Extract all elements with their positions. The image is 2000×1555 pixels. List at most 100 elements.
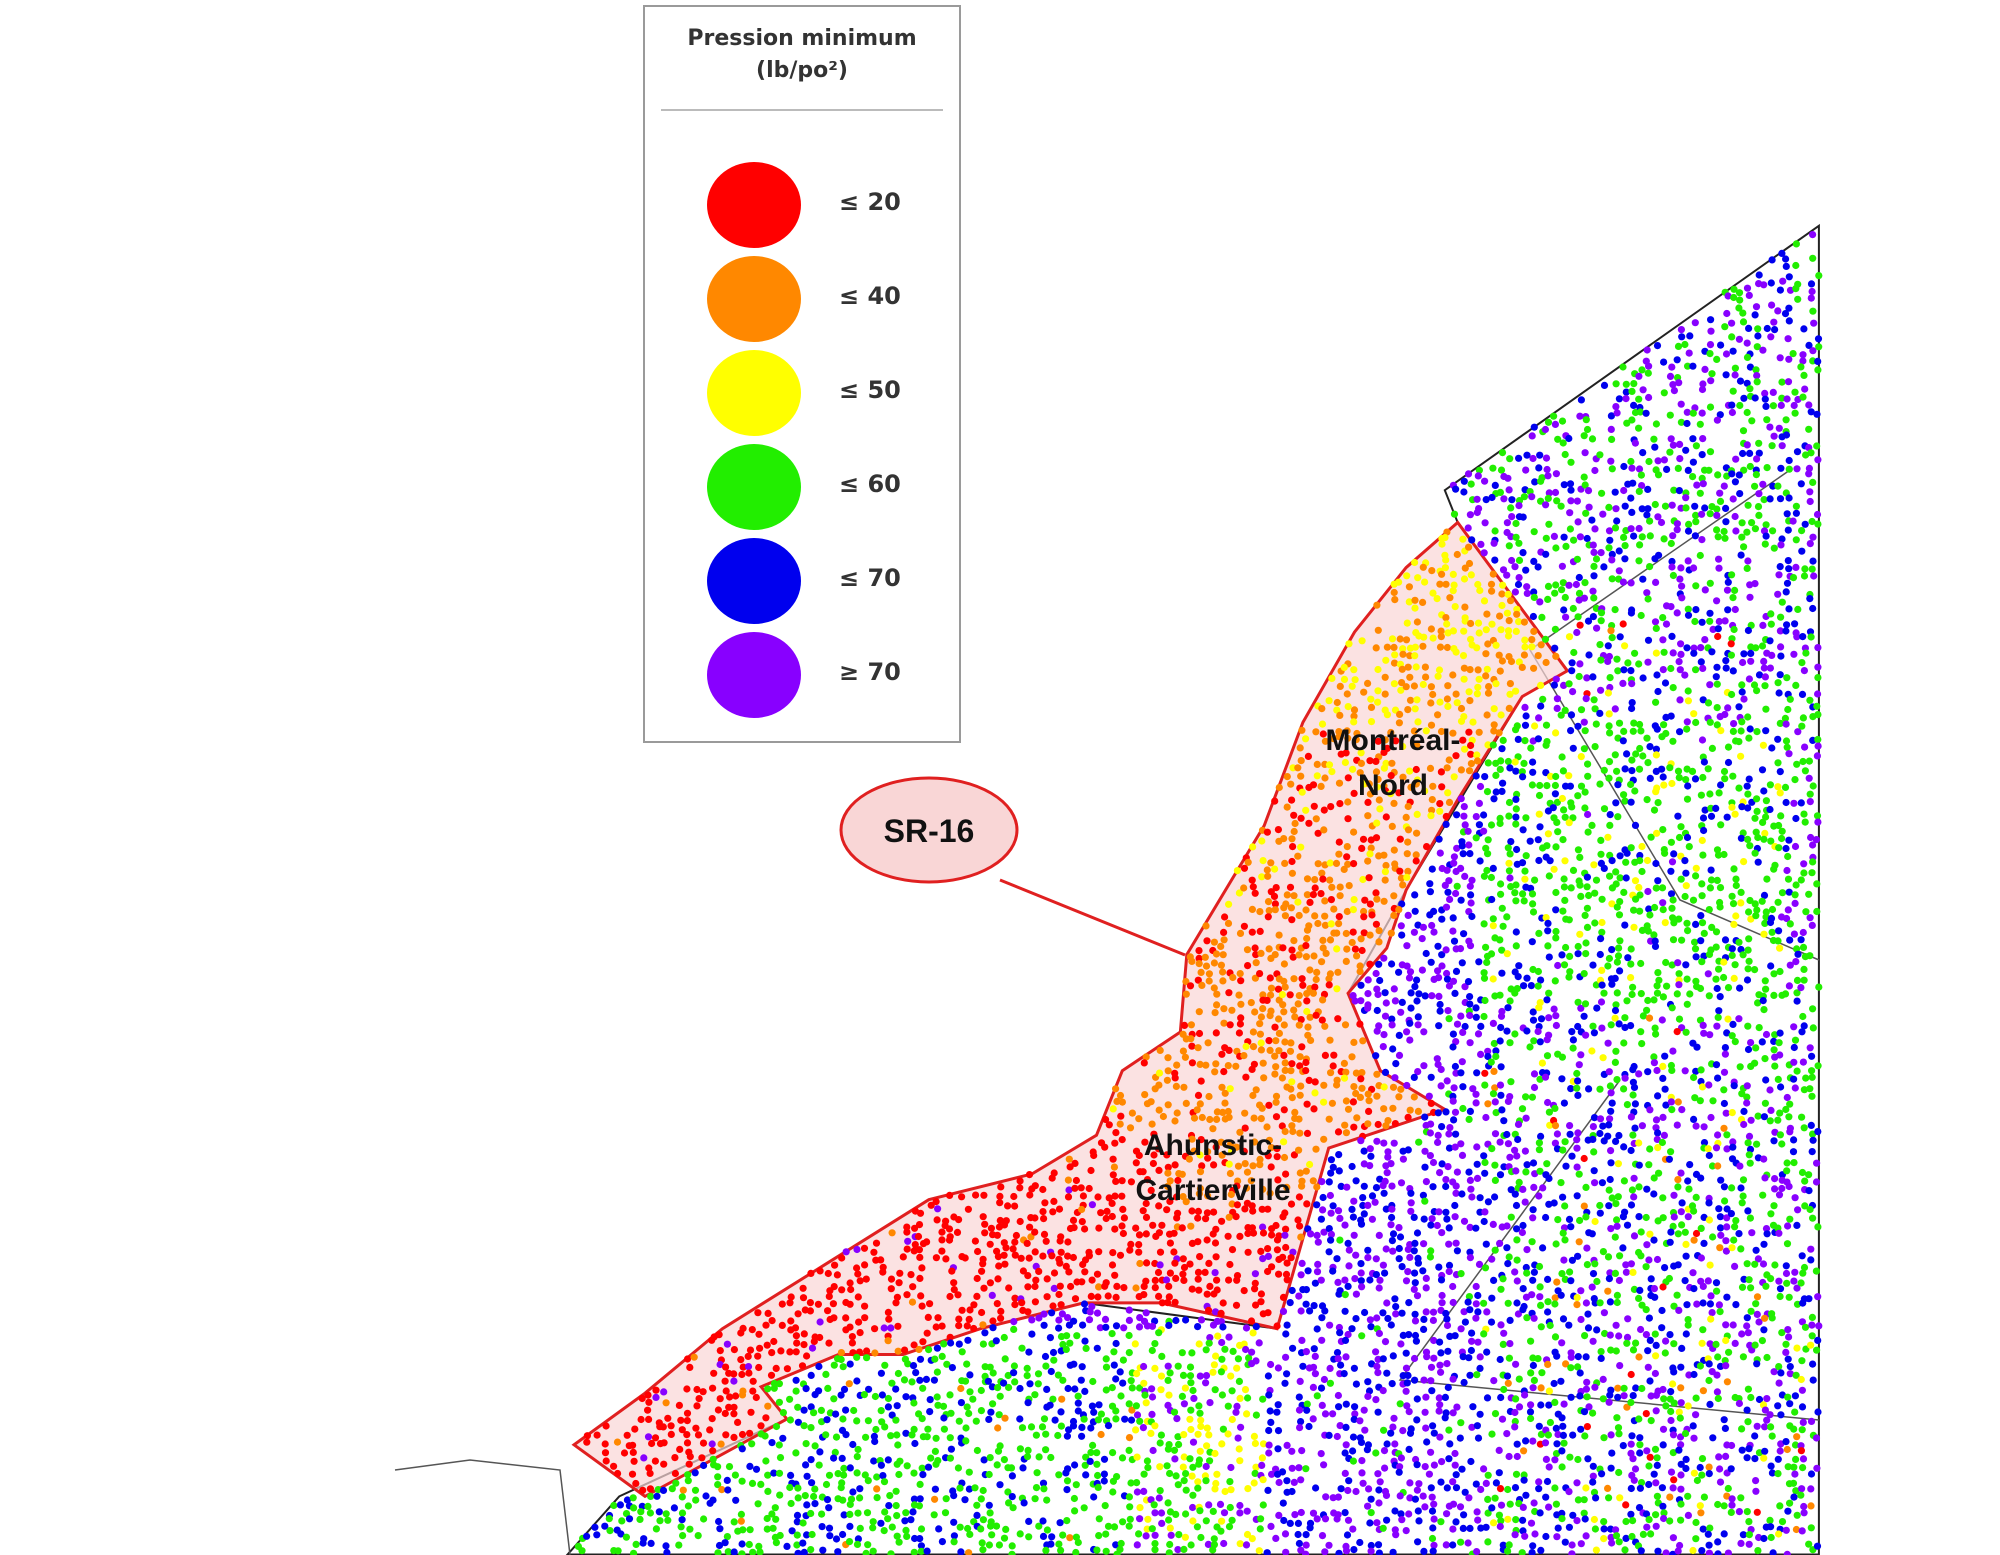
pressure-dot [1483,665,1491,673]
pressure-dot [770,1337,778,1346]
pressure-dot [1653,982,1661,990]
pressure-dot [755,1363,763,1372]
pressure-dot [1542,658,1550,667]
pressure-dot [1614,1424,1623,1432]
pressure-dot [1443,1077,1451,1085]
pressure-dot [1421,1408,1429,1416]
pressure-dot [1652,859,1660,868]
pressure-dot [1188,1207,1196,1215]
pressure-dot [1490,721,1498,729]
pressure-dot [1615,719,1624,727]
pressure-dot [1224,1430,1232,1438]
pressure-dot [871,1437,879,1446]
pressure-dot [1127,1240,1135,1248]
pressure-dot [1389,1230,1398,1238]
pressure-dot [1542,534,1550,542]
pressure-dot [1638,1040,1646,1048]
pressure-dot [895,1538,903,1546]
pressure-dot [1636,408,1644,416]
pressure-dot [1155,1106,1163,1114]
pressure-dot [1411,652,1419,660]
pressure-dot [1449,977,1458,985]
pressure-dot [1172,1472,1180,1480]
pressure-dot [1065,1155,1073,1163]
pressure-dot [1289,953,1297,961]
pressure-dot [1397,874,1405,882]
pressure-dot [1182,990,1190,998]
pressure-dot [1622,380,1630,388]
pressure-dot [1600,563,1608,571]
pressure-dot [1357,759,1365,768]
pressure-dot [1334,1015,1342,1023]
pressure-dot [1514,580,1523,589]
pressure-dot [794,1549,802,1555]
pressure-dot [1241,1160,1249,1168]
pressure-dot [1343,1531,1352,1539]
pressure-dot [1452,889,1460,898]
pressure-dot [692,1424,700,1432]
pressure-dot [1263,996,1271,1005]
pressure-dot [1004,1202,1012,1210]
pressure-dot [910,1469,918,1477]
pressure-dot [1604,689,1612,697]
pressure-dot [1582,416,1590,424]
pressure-dot [1475,799,1483,808]
pressure-dot [1064,1193,1073,1201]
pressure-dot [1504,1485,1512,1494]
pressure-dot [894,1347,902,1355]
pressure-dot [1406,1479,1414,1487]
pressure-dot [1413,1416,1421,1424]
pressure-dot [1398,1263,1406,1271]
pressure-dot [815,1362,823,1371]
pressure-dot [1477,540,1485,549]
pressure-dot [853,1540,862,1548]
pressure-dot [1243,1507,1251,1515]
pressure-dot [775,1380,784,1388]
pressure-dot [613,1438,622,1446]
pressure-dot [1643,1185,1651,1193]
pressure-dot [1235,1029,1243,1037]
pressure-dot [1291,1013,1299,1021]
pressure-dot [1597,656,1605,664]
pressure-dot [1629,1346,1638,1354]
pressure-dot [683,1431,691,1439]
pressure-dot [871,1349,879,1357]
pressure-dot [1558,1509,1566,1517]
pressure-dot [1281,1530,1290,1538]
pressure-dot [1497,1091,1505,1099]
pressure-dot [1480,597,1489,605]
pressure-dot [694,1431,703,1439]
pressure-dot [1274,1176,1282,1184]
pressure-dot [853,1417,861,1425]
pressure-dot [1289,1127,1297,1136]
pressure-dot [1399,650,1407,658]
pressure-dot [981,1229,989,1237]
pressure-dot [1523,1027,1531,1035]
pressure-dot [1426,764,1435,773]
pressure-dot [1512,519,1520,528]
pressure-dot [1203,1290,1211,1298]
pressure-dot [901,1517,909,1525]
pressure-dot [1654,1129,1662,1137]
pressure-dot [1573,1163,1581,1171]
pressure-dot [1508,556,1516,565]
pressure-dot [1552,906,1560,914]
pressure-dot [1541,425,1549,434]
pressure-dot [1252,1301,1260,1309]
pressure-dot [1410,727,1418,735]
pressure-dot [1048,1174,1056,1182]
pressure-dot [662,1542,670,1550]
pressure-dot [1628,508,1636,516]
pressure-dot [738,1370,746,1379]
pressure-dot [1639,674,1647,682]
pressure-dot [1135,1248,1143,1256]
pressure-dot [1591,743,1599,751]
pressure-dot [1520,493,1528,501]
pressure-dot [1388,1021,1396,1029]
pressure-dot [1175,1440,1183,1449]
pressure-dot [1519,1503,1527,1511]
pressure-dot [1257,1046,1265,1054]
pressure-dot [902,1429,910,1437]
pressure-dot [1233,867,1241,875]
pressure-dot [772,1364,780,1372]
